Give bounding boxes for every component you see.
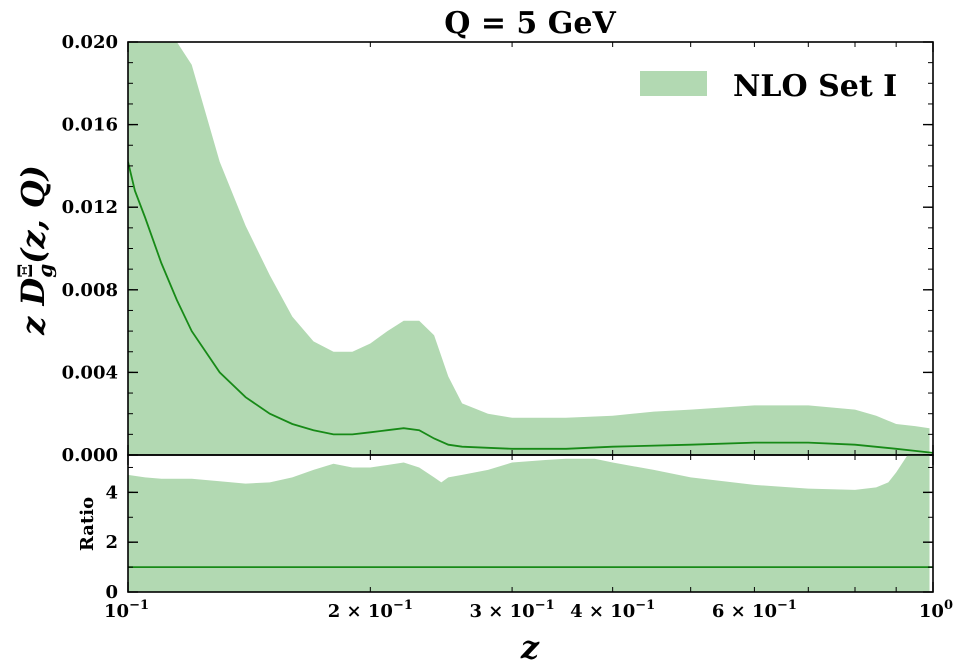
x-tick-label: 6 × 10−1 <box>712 598 797 622</box>
legend: NLO Set I <box>640 69 897 104</box>
y-tick-label: 0.012 <box>62 197 118 218</box>
main-y-axis-label: z DΞg(z, Q) <box>13 165 57 336</box>
main-central-line <box>128 161 933 454</box>
ratio-band-series <box>128 455 930 592</box>
y-tick-label: 0.000 <box>62 445 118 466</box>
x-tick-label: 10−1 <box>104 598 149 622</box>
y-tick-label: 0.020 <box>62 32 118 53</box>
y-tick-label: 2 <box>105 532 118 553</box>
y-tick-label: 0.004 <box>62 362 118 383</box>
x-axis-label: z <box>520 628 540 666</box>
legend-swatch <box>640 71 707 96</box>
x-tick-label: 2 × 10−1 <box>328 598 413 622</box>
legend-label: NLO Set I <box>733 69 897 104</box>
chart-title: Q = 5 GeV <box>444 6 616 41</box>
ratio-frame <box>127 454 934 593</box>
y-tick-label: 4 <box>105 482 118 503</box>
main-panel: 0.000 0.004 0.008 0.012 0.016 0.020 <box>62 32 934 466</box>
ratio-panel: 0 2 4 <box>105 454 934 603</box>
x-tick-label: 3 × 10−1 <box>470 598 555 622</box>
y-tick-label: 0.016 <box>62 115 118 136</box>
y-tick-label: 0.008 <box>62 280 118 301</box>
x-tick-label: 4 × 10−1 <box>570 598 655 622</box>
y-tick-label: 0 <box>105 582 118 603</box>
x-tick-label: 100 <box>919 598 953 622</box>
main-band-series <box>128 42 930 455</box>
ratio-y-axis-label: Ratio <box>77 497 98 551</box>
